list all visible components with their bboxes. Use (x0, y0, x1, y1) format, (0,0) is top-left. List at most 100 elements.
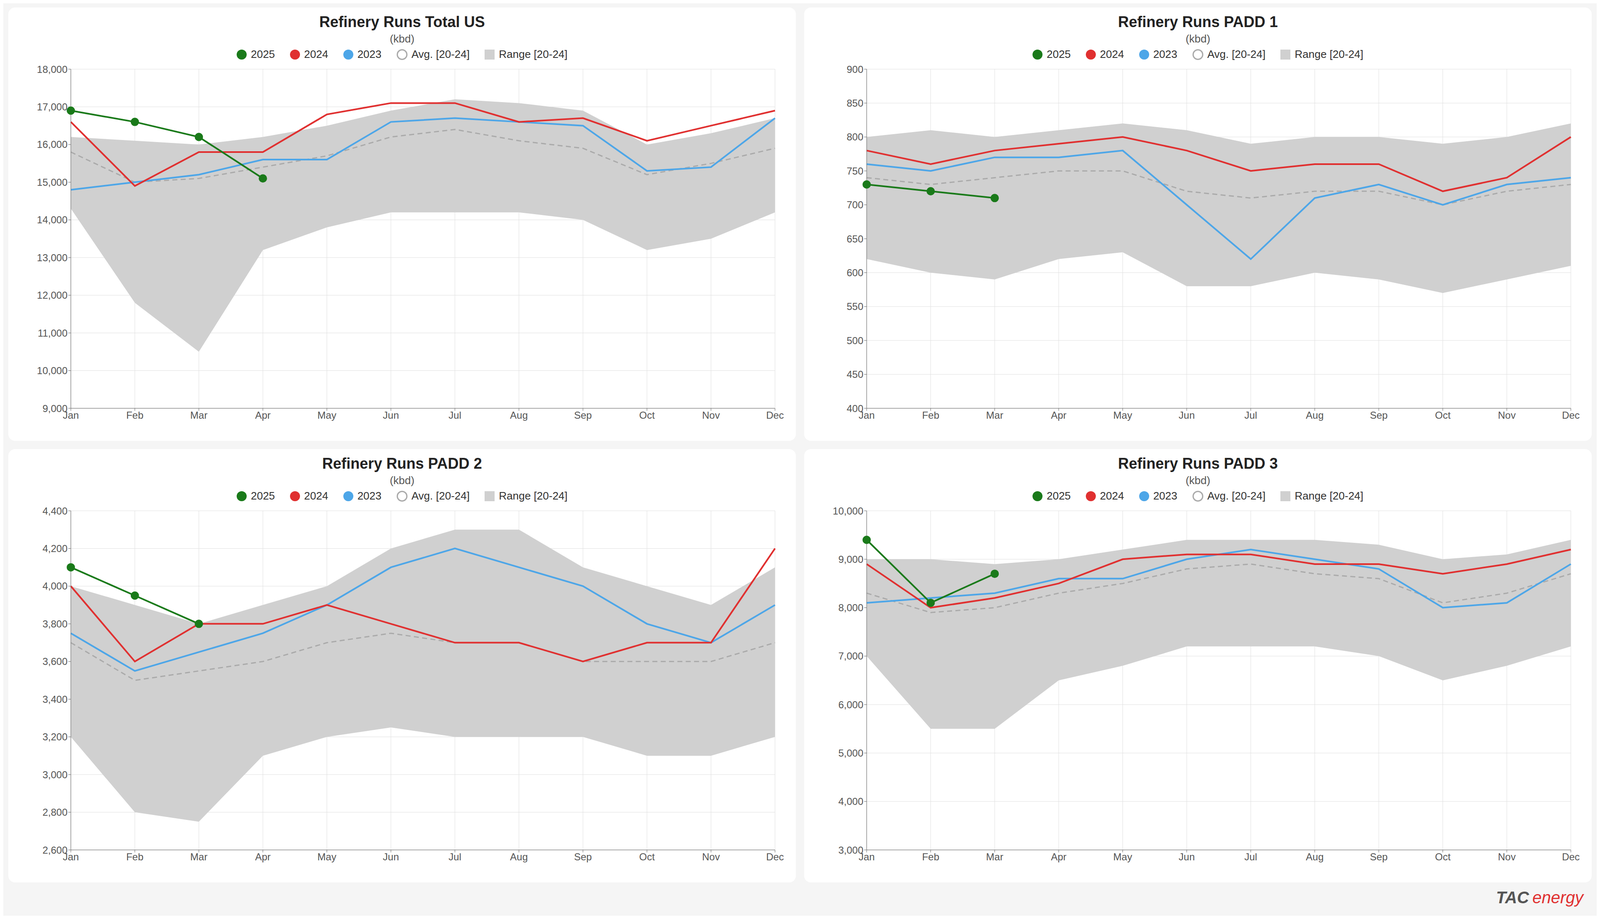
svg-text:May: May (1113, 409, 1133, 421)
svg-text:3,000: 3,000 (838, 844, 864, 856)
html-text:2023: 2023 (1153, 47, 1178, 61)
svg-text:Mar: Mar (190, 851, 208, 863)
svg-text:Nov: Nov (702, 851, 720, 863)
svg-text:Dec: Dec (1562, 851, 1580, 863)
svg-text:Sep: Sep (1370, 409, 1388, 421)
html-text:TAC energy: TAC energy (1496, 888, 1584, 907)
html-text:2024: 2024 (304, 47, 329, 61)
svg-text:6,000: 6,000 (838, 699, 864, 711)
svg-text:450: 450 (846, 368, 864, 380)
svg-text:Jun: Jun (1178, 409, 1195, 421)
svg-text:Apr: Apr (255, 409, 271, 421)
svg-text:13,000: 13,000 (37, 252, 68, 264)
svg-text:Jul: Jul (448, 409, 462, 421)
svg-text:3,800: 3,800 (42, 618, 68, 630)
svg-text:3,400: 3,400 (42, 693, 68, 705)
html-text:Avg. [20-24]: Avg. [20-24] (1207, 47, 1266, 61)
svg-text:Apr: Apr (1050, 409, 1067, 421)
svg-text:Oct: Oct (639, 851, 655, 863)
html-text:Refinery Runs PADD 2: Refinery Runs PADD 2 (322, 455, 482, 473)
svg-text:18,000: 18,000 (37, 63, 68, 75)
svg-text:Dec: Dec (766, 851, 785, 863)
svg-text:2,800: 2,800 (42, 806, 68, 818)
svg-text:16,000: 16,000 (37, 138, 68, 150)
html-text:2024: 2024 (304, 489, 329, 503)
svg-text:14,000: 14,000 (37, 214, 68, 226)
svg-text:Feb: Feb (922, 409, 940, 421)
svg-text:Dec: Dec (766, 409, 785, 421)
html-text:Refinery Runs PADD 1: Refinery Runs PADD 1 (1118, 13, 1278, 31)
svg-text:5,000: 5,000 (838, 747, 864, 759)
svg-text:Sep: Sep (574, 851, 593, 863)
html-text:Range [20-24]: Range [20-24] (1294, 47, 1364, 61)
svg-text:Feb: Feb (126, 409, 144, 421)
svg-text:Apr: Apr (1050, 851, 1067, 863)
svg-text:4,200: 4,200 (42, 542, 68, 555)
svg-text:800: 800 (846, 131, 864, 143)
html-text:2025: 2025 (1046, 47, 1071, 61)
svg-text:500: 500 (846, 335, 864, 347)
svg-text:10,000: 10,000 (37, 365, 68, 377)
svg-text:7,000: 7,000 (838, 650, 864, 662)
svg-text:Jul: Jul (1244, 409, 1258, 421)
svg-text:850: 850 (846, 97, 864, 109)
svg-text:3,600: 3,600 (42, 655, 68, 668)
html-text:2025: 2025 (250, 47, 275, 61)
html-text:2025: 2025 (250, 489, 275, 503)
svg-text:Aug: Aug (510, 851, 528, 863)
html-text:Avg. [20-24]: Avg. [20-24] (411, 47, 470, 61)
svg-text:12,000: 12,000 (37, 289, 68, 301)
svg-text:11,000: 11,000 (37, 327, 68, 339)
svg-text:May: May (317, 409, 337, 421)
svg-text:3,200: 3,200 (42, 731, 68, 743)
svg-text:Jul: Jul (1244, 851, 1258, 863)
svg-text:Jun: Jun (382, 409, 400, 421)
svg-text:Nov: Nov (1497, 409, 1516, 421)
svg-text:750: 750 (846, 165, 864, 177)
svg-text:10,000: 10,000 (832, 505, 864, 517)
svg-text:9,000: 9,000 (838, 553, 864, 565)
svg-text:Apr: Apr (255, 851, 271, 863)
svg-text:Oct: Oct (1435, 851, 1451, 863)
svg-text:700: 700 (846, 199, 864, 211)
svg-text:3,000: 3,000 (42, 769, 68, 781)
svg-text:Jun: Jun (382, 851, 400, 863)
svg-text:Mar: Mar (986, 409, 1004, 421)
svg-text:4,000: 4,000 (838, 795, 864, 808)
html-text:2024: 2024 (1099, 47, 1125, 61)
svg-text:Nov: Nov (1497, 851, 1516, 863)
svg-text:Oct: Oct (639, 409, 655, 421)
svg-text:Aug: Aug (510, 409, 528, 421)
svg-text:Oct: Oct (1435, 409, 1451, 421)
html-text:2023: 2023 (357, 47, 382, 61)
svg-text:550: 550 (846, 300, 864, 313)
html-text:Range [20-24]: Range [20-24] (498, 47, 568, 61)
svg-text:4,400: 4,400 (42, 505, 68, 517)
svg-text:400: 400 (846, 402, 864, 415)
svg-text:Jun: Jun (1178, 851, 1195, 863)
svg-text:Feb: Feb (922, 851, 940, 863)
svg-text:Nov: Nov (702, 409, 720, 421)
svg-text:Jul: Jul (448, 851, 462, 863)
svg-text:May: May (317, 851, 337, 863)
svg-text:15,000: 15,000 (37, 176, 68, 188)
svg-text:900: 900 (846, 63, 864, 75)
svg-text:Mar: Mar (986, 851, 1004, 863)
svg-text:4,000: 4,000 (42, 580, 68, 592)
svg-text:May: May (1113, 851, 1133, 863)
svg-text:17,000: 17,000 (37, 101, 68, 113)
html-text:Refinery Runs PADD 3: Refinery Runs PADD 3 (1118, 455, 1278, 473)
svg-text:9,000: 9,000 (42, 402, 68, 415)
svg-text:8,000: 8,000 (838, 602, 864, 614)
svg-text:Aug: Aug (1305, 851, 1324, 863)
svg-text:Aug: Aug (1305, 409, 1324, 421)
svg-text:Sep: Sep (1370, 851, 1388, 863)
svg-text:600: 600 (846, 267, 864, 279)
svg-text:650: 650 (846, 233, 864, 245)
svg-text:Sep: Sep (574, 409, 593, 421)
svg-text:Mar: Mar (190, 409, 208, 421)
svg-text:Dec: Dec (1562, 409, 1580, 421)
svg-text:Feb: Feb (126, 851, 144, 863)
svg-text:2,600: 2,600 (42, 844, 68, 856)
html-text:Refinery Runs Total US: Refinery Runs Total US (319, 13, 485, 31)
